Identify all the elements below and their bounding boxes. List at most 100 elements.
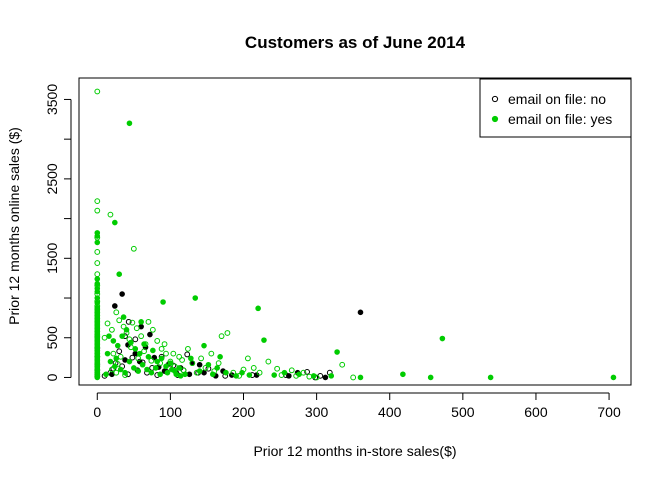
point-email-yes-filled — [328, 373, 335, 379]
point-email-yes-filled — [150, 347, 156, 354]
axes: 0 100 200 300 400 500 600 700 0 500 1500 2500 3500 — [44, 77, 632, 420]
point-email-no-filled — [147, 331, 153, 338]
point-email-yes-filled — [233, 373, 239, 379]
point-email-yes-filled — [400, 371, 406, 378]
point-email-no-filled — [357, 309, 364, 316]
point-email-yes-open — [120, 323, 127, 330]
point-email-yes-filled — [163, 363, 169, 370]
point-email-yes-filled — [119, 333, 125, 339]
point-email-yes-filled — [136, 350, 143, 357]
point-email-no-filled — [322, 374, 329, 381]
x-tick-label: 0 — [93, 404, 101, 420]
point-email-yes-open — [109, 326, 115, 333]
point-email-yes-open — [288, 367, 295, 374]
point-email-yes-open — [170, 350, 177, 357]
point-email-yes-filled — [113, 355, 120, 362]
point-email-no-open — [132, 336, 139, 343]
point-email-yes-filled — [439, 335, 446, 342]
point-email-yes-filled — [117, 366, 124, 373]
point-email-yes-filled — [120, 314, 127, 320]
point-email-yes-open — [215, 360, 222, 367]
point-email-yes-open — [185, 345, 191, 352]
point-email-yes-open — [141, 348, 147, 355]
point-email-yes-filled — [94, 276, 101, 282]
point-email-yes-filled — [154, 358, 161, 365]
point-email-yes-filled — [214, 365, 220, 371]
point-email-yes-filled — [112, 219, 118, 226]
x-tick-label: 100 — [159, 404, 183, 420]
point-email-yes-open — [148, 357, 155, 364]
point-email-yes-open — [94, 198, 101, 205]
point-email-yes-open — [208, 350, 215, 357]
point-email-yes-filled — [157, 371, 163, 378]
point-email-yes-filled — [114, 342, 121, 349]
point-email-yes-filled — [131, 365, 137, 371]
point-email-yes-filled — [112, 363, 118, 370]
point-email-yes-open — [94, 207, 101, 214]
legend-marker — [491, 115, 499, 123]
point-email-yes-open — [149, 326, 156, 333]
point-email-yes-filled — [261, 337, 267, 343]
point-email-yes-filled — [128, 339, 134, 346]
point-email-yes-open — [244, 355, 251, 362]
x-tick-label: 400 — [378, 404, 402, 420]
point-email-yes-filled — [123, 326, 130, 333]
point-email-no-open — [304, 368, 311, 375]
point-email-yes-open — [129, 319, 136, 326]
point-email-yes-filled — [164, 369, 171, 376]
point-email-yes-filled — [152, 365, 159, 371]
x-tick-label: 200 — [232, 404, 256, 420]
point-email-yes-open — [116, 317, 123, 324]
y-tick-label: 3500 — [44, 84, 60, 115]
x-axis-label: Prior 12 months in-store sales($) — [253, 443, 456, 459]
point-email-yes-open — [94, 88, 101, 95]
point-email-yes-filled — [104, 350, 111, 357]
y-tick-label: 1500 — [44, 243, 60, 274]
point-email-yes-filled — [169, 366, 175, 373]
point-email-yes-open — [138, 333, 145, 340]
x-tick-label: 300 — [305, 404, 329, 420]
point-email-yes-filled — [145, 354, 152, 360]
point-email-yes-open — [154, 338, 161, 344]
point-email-yes-filled — [126, 120, 133, 127]
point-email-yes-filled — [94, 299, 101, 306]
plot-frame — [78, 77, 632, 386]
point-email-yes-filled — [217, 354, 223, 360]
point-email-yes-filled — [357, 374, 364, 381]
point-email-yes-filled — [255, 305, 261, 312]
point-email-yes-filled — [144, 366, 150, 373]
point-email-yes-filled — [106, 333, 112, 339]
point-email-yes-filled — [196, 368, 203, 374]
point-email-yes-filled — [110, 338, 117, 344]
point-email-yes-filled — [192, 295, 199, 301]
point-email-yes-open — [202, 365, 209, 371]
point-email-yes-filled — [160, 299, 166, 305]
point-email-yes-open — [306, 373, 313, 380]
point-email-yes-open — [107, 211, 114, 218]
legend-label: email on file: yes — [508, 111, 612, 127]
plot-area — [94, 88, 617, 381]
point-email-yes-filled — [610, 374, 617, 381]
point-email-yes-filled — [94, 288, 101, 295]
point-email-yes-filled — [158, 355, 165, 362]
point-email-yes-filled — [139, 361, 146, 368]
point-email-yes-filled — [296, 371, 302, 378]
point-email-yes-open — [94, 260, 101, 266]
point-email-no-open — [129, 354, 136, 361]
point-email-yes-open — [158, 345, 165, 352]
point-email-yes-filled — [334, 349, 340, 355]
point-email-yes-filled — [122, 369, 128, 376]
point-email-yes-filled — [103, 371, 109, 378]
y-axis-label: Prior 12 months online sales ($) — [6, 127, 22, 325]
point-email-yes-filled — [132, 346, 139, 352]
point-email-no-open — [184, 351, 191, 358]
point-email-yes-filled — [94, 233, 101, 239]
point-email-yes-open — [218, 333, 225, 340]
point-email-yes-open — [109, 366, 115, 373]
point-email-yes-filled — [209, 371, 216, 378]
point-email-yes-filled — [487, 374, 494, 381]
y-tick-label: 2500 — [44, 163, 60, 194]
point-email-yes-filled — [94, 295, 101, 301]
point-email-yes-open — [256, 369, 263, 376]
point-email-yes-filled — [271, 372, 278, 378]
